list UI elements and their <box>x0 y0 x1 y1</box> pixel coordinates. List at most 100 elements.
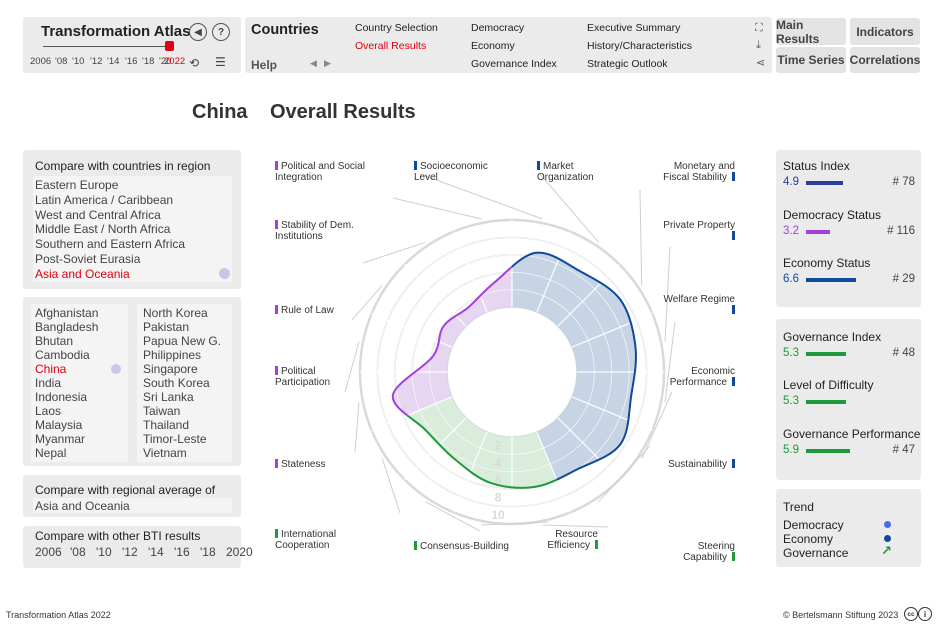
regional-average-title: Compare with regional average of <box>35 483 216 497</box>
region-item[interactable]: Latin America / Caribbean <box>35 192 174 207</box>
time-series-button[interactable]: Time Series <box>776 47 846 73</box>
country-item[interactable]: Laos <box>35 404 62 418</box>
bti-year-option[interactable]: '10 <box>96 545 112 559</box>
radar-dimension-label[interactable]: Stability of Dem. Institutions <box>275 220 370 242</box>
radar-dimension-label[interactable]: Consensus-Building <box>414 541 509 552</box>
radar-dimension-label[interactable]: Political and Social Integration <box>275 161 370 183</box>
radar-dimension-label[interactable]: Sustainability <box>668 459 735 470</box>
back-icon[interactable]: ◀ <box>189 23 207 41</box>
radar-leader-line <box>392 197 482 220</box>
share-icon[interactable]: ⋖ <box>756 57 766 69</box>
region-item[interactable]: Southern and Eastern Africa <box>35 237 186 252</box>
year-option[interactable]: 2022 <box>164 56 186 67</box>
bti-year-option[interactable]: '18 <box>200 545 216 559</box>
region-item[interactable]: Asia and Oceania <box>35 266 130 281</box>
radar-dimension-label[interactable]: Private Property <box>657 220 735 242</box>
radar-dimension-label[interactable]: Resource Efficiency <box>520 529 598 551</box>
next-arrow-icon[interactable]: ▶ <box>324 58 331 68</box>
radar-leader-line <box>419 173 543 220</box>
radar-spoke <box>571 396 653 431</box>
country-item[interactable]: Sri Lanka <box>143 390 194 404</box>
country-item[interactable]: North Korea <box>143 306 208 320</box>
year-option[interactable]: '10 <box>72 56 85 67</box>
country-item[interactable]: Afghanistan <box>35 306 99 320</box>
menu-link[interactable]: Governance Index <box>471 58 557 70</box>
bti-year-option[interactable]: 2006 <box>35 545 62 559</box>
radar-dimension-label[interactable]: Rule of Law <box>275 305 334 316</box>
year-option[interactable]: '20 <box>159 56 172 67</box>
country-item[interactable]: India <box>35 376 62 390</box>
prev-arrow-icon[interactable]: ◀ <box>310 58 317 68</box>
radar-dimension-label[interactable]: Stateness <box>275 459 325 470</box>
country-item[interactable]: Philippines <box>143 348 202 362</box>
country-item[interactable]: Cambodia <box>35 348 90 362</box>
score-value: 3.2 <box>783 225 799 237</box>
country-item[interactable]: China <box>35 362 67 376</box>
menu-link[interactable]: Executive Summary <box>587 22 681 34</box>
bti-year-option[interactable]: '08 <box>70 545 86 559</box>
country-item[interactable]: Indonesia <box>35 390 88 404</box>
radar-dimension-label[interactable]: Steering Capability <box>657 541 735 563</box>
year-slider-handle[interactable] <box>165 41 174 51</box>
bti-year-option[interactable]: 2020 <box>226 545 253 559</box>
regional-average-value[interactable]: Asia and Oceania <box>35 499 130 513</box>
help-link[interactable]: Help <box>251 58 278 72</box>
radar-dimension-label[interactable]: International Cooperation <box>275 529 370 551</box>
main-results-button[interactable]: Main Results <box>776 18 846 46</box>
radar-dimension-label[interactable]: Monetary and Fiscal Stability <box>657 161 735 183</box>
radar-leader-line <box>381 458 401 514</box>
year-option[interactable]: '16 <box>125 56 138 67</box>
help-icon[interactable]: ? <box>212 23 230 41</box>
download-icon[interactable]: ⤓ <box>756 39 761 51</box>
menu-link[interactable]: Strategic Outlook <box>587 58 668 70</box>
radar-dimension-label[interactable]: Political Participation <box>275 366 370 388</box>
radar-dimension-label[interactable]: Socioeconomic Level <box>414 161 509 183</box>
menu-link[interactable]: Country Selection <box>355 22 438 34</box>
radar-dimension-label[interactable]: Market Organization <box>537 161 632 183</box>
correlations-button[interactable]: Correlations <box>850 47 920 73</box>
year-option[interactable]: 2006 <box>30 56 52 67</box>
bti-year-option[interactable]: '14 <box>148 545 164 559</box>
country-item[interactable]: Bangladesh <box>35 320 99 334</box>
menu-link[interactable]: History/Characteristics <box>587 40 693 52</box>
year-option[interactable]: '12 <box>90 56 103 67</box>
score-title: Level of Difficulty <box>783 378 874 392</box>
country-item[interactable]: Singapore <box>143 362 198 376</box>
country-item[interactable]: Nepal <box>35 446 67 460</box>
loop-icon[interactable]: ⟲ <box>189 56 200 70</box>
year-slider-track[interactable] <box>43 46 171 47</box>
region-item[interactable]: West and Central Africa <box>35 207 161 222</box>
dimension-color-mark <box>732 172 735 181</box>
country-item[interactable]: Myanmar <box>35 432 86 446</box>
indicators-button[interactable]: Indicators <box>850 18 920 45</box>
country-item[interactable]: Vietnam <box>143 446 187 460</box>
year-option[interactable]: '14 <box>107 56 120 67</box>
radar-dimension-label[interactable]: Welfare Regime <box>657 294 735 316</box>
dimension-label-text: Political Participation <box>275 366 331 388</box>
country-item[interactable]: Malaysia <box>35 418 83 432</box>
year-option[interactable]: '18 <box>142 56 155 67</box>
country-item[interactable]: Thailand <box>143 418 190 432</box>
menu-link[interactable]: Economy <box>471 40 515 52</box>
country-item[interactable]: Timor-Leste <box>143 432 207 446</box>
bti-year-option[interactable]: '12 <box>122 545 138 559</box>
radar-dimension-label[interactable]: Economic Performance <box>657 366 735 388</box>
bti-year-option[interactable]: '16 <box>174 545 190 559</box>
country-item[interactable]: South Korea <box>143 376 210 390</box>
dimension-color-mark <box>275 459 278 468</box>
region-item[interactable]: Eastern Europe <box>35 178 119 192</box>
fullscreen-icon[interactable]: ⛶ <box>755 22 763 34</box>
menu-link[interactable]: Overall Results <box>355 40 427 52</box>
score-value: 4.9 <box>783 176 799 188</box>
country-item[interactable]: Bhutan <box>35 334 74 348</box>
region-item[interactable]: Post-Soviet Eurasia <box>35 251 141 266</box>
list-icon[interactable]: ☰ <box>215 55 226 69</box>
footer-left: Transformation Atlas 2022 <box>6 610 111 620</box>
region-item[interactable]: Middle East / North Africa <box>35 222 171 237</box>
country-item[interactable]: Pakistan <box>143 320 190 334</box>
country-item[interactable]: Papua New G. <box>143 334 222 348</box>
radar-leader-line <box>351 285 383 321</box>
year-option[interactable]: '08 <box>55 56 68 67</box>
menu-link[interactable]: Democracy <box>471 22 525 34</box>
country-item[interactable]: Taiwan <box>143 404 181 418</box>
